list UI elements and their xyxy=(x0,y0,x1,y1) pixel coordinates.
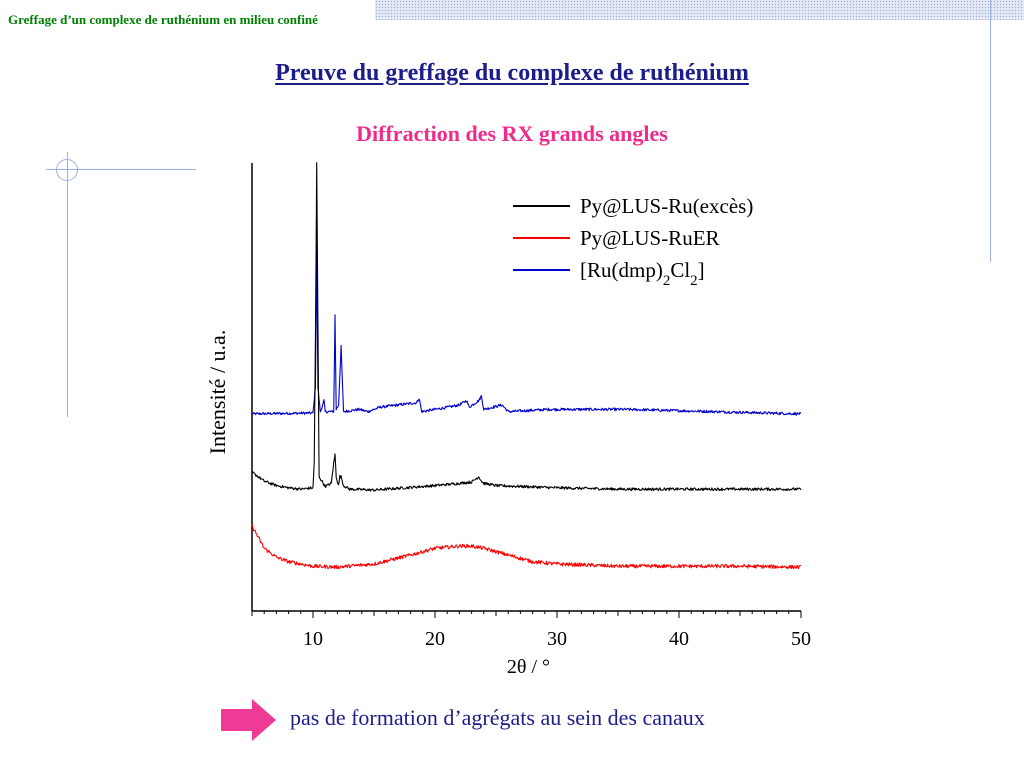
decor-line-left-vertical xyxy=(67,152,68,417)
legend-entry-2: [Ru(dmp)2Cl2] xyxy=(580,258,705,289)
x-tick-label: 30 xyxy=(547,628,567,650)
decor-line-right-vertical xyxy=(990,0,991,262)
x-tick-label: 40 xyxy=(669,628,689,650)
slide-title: Preuve du greffage du complexe de ruthén… xyxy=(275,60,749,86)
right-arrow-shape xyxy=(221,699,276,741)
chart-axes xyxy=(251,163,801,612)
right-arrow-icon xyxy=(221,699,276,741)
series-line-0 xyxy=(251,162,802,492)
series-line-2 xyxy=(251,243,802,416)
conclusion-text: pas de formation d’agrégats au sein des … xyxy=(290,705,705,730)
decor-circle xyxy=(56,159,78,181)
x-axis-label: 2θ / ° xyxy=(507,656,550,678)
chart-series-lines xyxy=(251,162,802,570)
series-line-1 xyxy=(251,524,802,570)
x-tick-label: 50 xyxy=(791,628,811,650)
chart-ticks: 10 20 30 40 50 2θ / ° Intensité / u.a. xyxy=(205,330,811,678)
x-tick-label: 20 xyxy=(425,628,445,650)
legend-entry-1: Py@LUS-RuER xyxy=(580,226,720,250)
running-title: Greffage d’un complexe de ruthénium en m… xyxy=(8,12,318,27)
y-axis-label: Intensité / u.a. xyxy=(205,330,230,455)
header-band xyxy=(375,0,1024,20)
legend-entry-0: Py@LUS-Ru(excès) xyxy=(580,194,753,218)
x-tick-label: 10 xyxy=(303,628,323,650)
decor-line-left-horizontal xyxy=(46,169,196,170)
slide-subtitle: Diffraction des RX grands angles xyxy=(356,121,668,146)
chart-legend: Py@LUS-Ru(excès) Py@LUS-RuER [Ru(dmp)2Cl2] xyxy=(513,194,753,289)
